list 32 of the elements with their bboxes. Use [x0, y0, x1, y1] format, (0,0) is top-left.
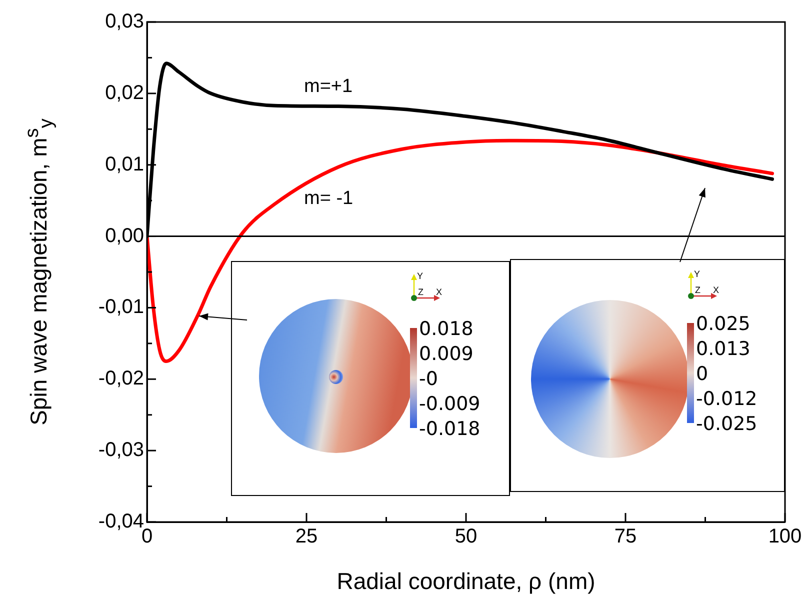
y-tick-label: 0,02: [105, 82, 144, 104]
y-tick-label: -0,03: [98, 439, 144, 462]
annotation: 0: [696, 363, 708, 385]
annotation: Y: [694, 269, 700, 279]
annotation: -0: [419, 368, 438, 390]
y-tick-label: -0,02: [98, 368, 144, 390]
y-tick-label: -0,01: [98, 296, 144, 318]
x-axis-title: Radial coordinate, ρ (nm): [336, 568, 596, 595]
y-tick-label: 0,03: [105, 10, 144, 33]
annotation: -0.025: [696, 413, 758, 435]
annotation: Y: [417, 271, 424, 281]
annotation: 0.025: [696, 313, 750, 335]
annotation: Z: [695, 285, 700, 295]
annotation: -0.012: [696, 388, 758, 410]
annotation: 0.009: [419, 343, 474, 365]
x-tick-label: 25: [295, 526, 318, 548]
annotation: m=+1: [304, 76, 353, 98]
y-tick-label: 0,00: [105, 224, 144, 247]
annotation: Z: [418, 287, 424, 297]
annotation: -0.018: [419, 418, 480, 440]
annotation: 0.018: [419, 318, 474, 340]
x-tick-label: 0: [141, 526, 153, 548]
x-tick-label: 100: [768, 526, 802, 548]
annotation: 0.013: [696, 338, 750, 360]
annotation: X: [713, 285, 720, 295]
annotation: -0.009: [419, 393, 480, 415]
y-tick-label: 0,01: [105, 153, 144, 176]
annotation: m= -1: [304, 188, 354, 210]
y-tick-label: -0,04: [98, 510, 144, 533]
annotation: X: [436, 287, 442, 297]
x-tick-label: 75: [614, 526, 637, 548]
x-tick-label: 50: [454, 526, 478, 548]
